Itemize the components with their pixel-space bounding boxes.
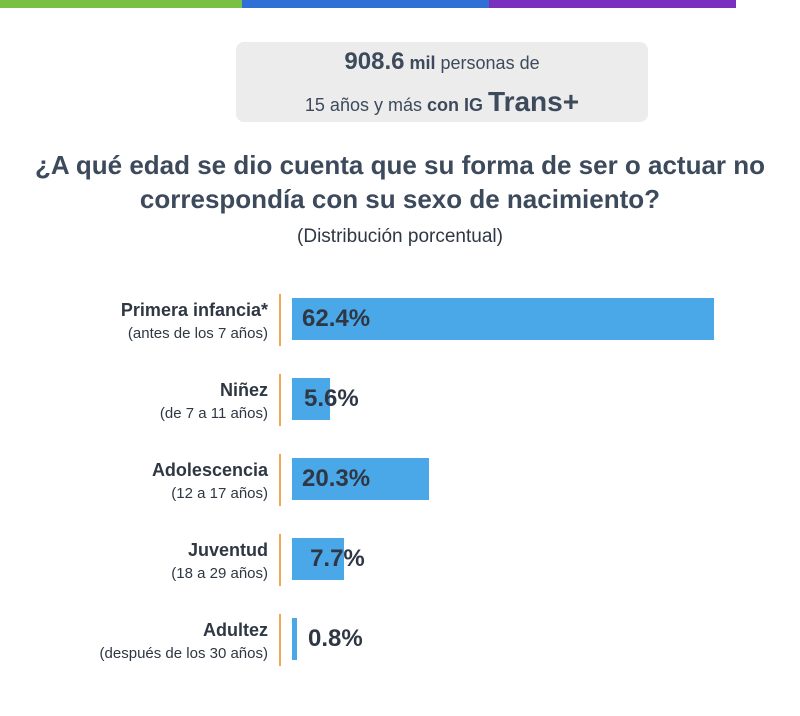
category-sublabel: (antes de los 7 años) — [127, 325, 268, 342]
category-sublabel: (12 a 17 años) — [171, 485, 268, 502]
bar — [292, 298, 714, 340]
chart-title: ¿A qué edad se dio cuenta que su forma d… — [34, 150, 766, 214]
category-label: Adultez (después de los 30 años) — [8, 620, 268, 662]
category-sublabel: (de 7 a 11 años) — [159, 405, 268, 422]
chart-subtitle: (Distribución porcentual) — [297, 226, 503, 247]
summary-line-1: 908.6 mil personas de — [236, 48, 648, 76]
top-bar-green — [0, 0, 242, 8]
top-color-bar — [0, 0, 800, 8]
bar-chart: Primera infancia* (antes de los 7 años) 62… — [0, 280, 800, 680]
bar — [292, 538, 345, 580]
bar — [292, 458, 430, 500]
category-sublabel: (18 a 29 años) — [171, 565, 268, 582]
value-label: 20.3% — [302, 465, 371, 492]
bar — [292, 618, 298, 660]
row-separator — [279, 534, 281, 586]
category-name: Adolescencia — [151, 460, 268, 480]
row-separator — [279, 294, 281, 346]
top-bar-purple — [489, 0, 736, 8]
category-label: Niñez (de 7 a 11 años) — [8, 380, 268, 422]
summary-text-3: con IG — [426, 95, 483, 115]
summary-unit: mil — [409, 53, 436, 73]
summary-box: 908.6 mil personas de 15 años y más con … — [236, 42, 648, 122]
summary-number: 908.6 — [344, 48, 405, 75]
category-name: Primera infancia* — [120, 300, 268, 320]
category-sublabel: (después de los 30 años) — [99, 645, 268, 662]
top-bar-blue — [242, 0, 489, 8]
summary-text-2: 15 años y más — [304, 95, 422, 115]
value-label: 0.8% — [308, 625, 363, 652]
value-label: 5.6% — [304, 385, 359, 412]
category-name: Adultez — [203, 620, 268, 640]
category-label: Adolescencia (12 a 17 años) — [8, 460, 268, 502]
category-label: Juventud (18 a 29 años) — [8, 540, 268, 582]
row-separator — [279, 454, 281, 506]
bar — [292, 378, 330, 420]
category-name: Juventud — [187, 540, 268, 560]
category-name: Niñez — [219, 380, 268, 400]
summary-line-2: 15 años y más con IG Trans+ — [236, 86, 648, 118]
summary-text-4: Trans+ — [488, 86, 580, 117]
value-label: 7.7% — [310, 545, 365, 572]
row-separator — [279, 614, 281, 666]
summary-text-1: personas de — [440, 53, 540, 73]
category-label: Primera infancia* (antes de los 7 años) — [8, 300, 268, 342]
value-label: 62.4% — [302, 305, 371, 332]
row-separator — [279, 374, 281, 426]
